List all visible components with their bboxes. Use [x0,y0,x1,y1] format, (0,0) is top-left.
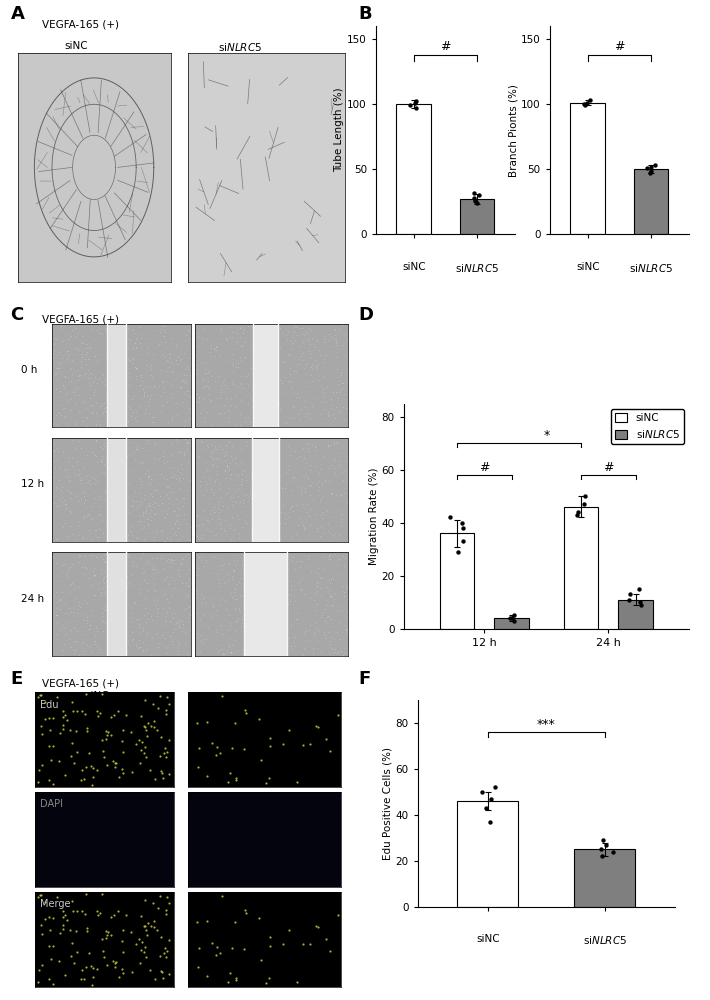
Text: C: C [11,306,24,324]
Text: siNC: siNC [86,329,109,339]
Text: si$\it{NLRC5}$: si$\it{NLRC5}$ [236,329,280,341]
Text: D: D [359,306,373,324]
Text: si$\it{NLRC5}$: si$\it{NLRC5}$ [236,691,280,703]
Text: VEGFA-165 (+): VEGFA-165 (+) [42,20,119,30]
Text: 12 h: 12 h [21,479,44,489]
Text: 24 h: 24 h [21,594,44,604]
Text: E: E [11,670,23,688]
Text: VEGFA-165 (+): VEGFA-165 (+) [42,315,119,325]
Text: siNC: siNC [86,691,109,701]
Text: siNC: siNC [65,41,89,51]
Text: B: B [359,5,372,23]
Text: A: A [11,5,24,23]
Text: F: F [359,670,371,688]
Text: 0 h: 0 h [21,365,38,375]
Text: VEGFA-165 (+): VEGFA-165 (+) [42,679,119,689]
Text: si$\it{NLRC5}$: si$\it{NLRC5}$ [218,41,262,53]
